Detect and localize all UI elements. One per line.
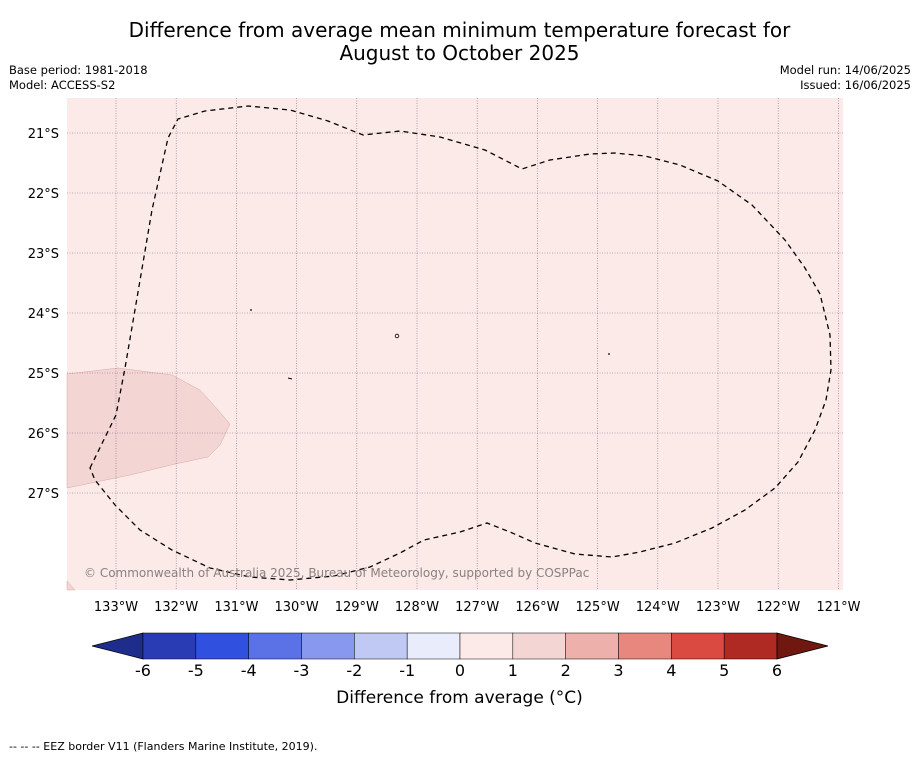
colorbar-tick: -3 [294,661,310,680]
island-marker [250,309,252,311]
colorbar-tick: 3 [613,661,623,680]
colorbar-segment [248,632,302,660]
longitude-label: 133°W [94,600,138,615]
title-line-1: Difference from average mean minimum tem… [128,18,791,42]
footnote-eez: -- -- -- EEZ border V11 (Flanders Marine… [9,740,318,753]
copyright-text: © Commonwealth of Australia 2025, Bureau… [84,566,589,580]
longitude-label: 127°W [455,600,499,615]
title-line-2: August to October 2025 [339,41,580,65]
colorbar-segment [723,632,778,660]
longitude-label: 122°W [756,600,800,615]
colorbar-tick: -5 [188,661,204,680]
colorbar-segment [406,632,461,660]
map-title: Difference from average mean minimum tem… [0,19,919,65]
colorbar [91,632,829,660]
warm-anomaly-corner [66,580,76,591]
latitude-label: 22°S [28,187,59,202]
colorbar-segment [618,632,672,660]
longitude-label: 128°W [395,600,439,615]
colorbar-tick: 6 [772,661,782,680]
eez-border [89,105,832,581]
longitude-label: 125°W [576,600,620,615]
issued-text: Issued: 16/06/2025 [800,78,911,92]
colorbar-tick: -2 [346,661,362,680]
model-run-text: Model run: 14/06/2025 [779,63,911,77]
longitude-label: 121°W [816,600,860,615]
colorbar-tick: -1 [399,661,415,680]
longitude-label: 132°W [154,600,198,615]
longitude-label: 130°W [275,600,319,615]
latitude-label: 23°S [28,247,59,262]
latitude-label: 21°S [28,127,59,142]
latitude-label: 26°S [28,427,59,442]
colorbar-tick: -4 [241,661,257,680]
colorbar-segment [565,632,619,660]
colorbar-extend-high [776,632,829,660]
colorbar-segment [142,632,197,660]
colorbar-tick: -6 [135,661,151,680]
island-marker [608,353,610,355]
latitude-label: 24°S [28,307,59,322]
colorbar-tick: 5 [719,661,729,680]
island-marker [394,333,400,339]
colorbar-tick: 4 [666,661,676,680]
colorbar-segment [512,632,566,660]
map-background [67,98,843,590]
map-grid [67,98,843,590]
longitude-labels: 133°W 132°W 131°W 130°W 129°W 128°W 127°W 126°W… [94,600,861,615]
colorbar-segment [301,632,355,660]
meta-right: Model run: 14/06/2025 Issued: 16/06/2025 [780,63,911,93]
colorbar-label: Difference from average (°C) [336,688,583,708]
colorbar-segment [354,632,408,660]
latitude-label: 27°S [28,487,59,502]
base-period-text: Base period: 1981-2018 [9,63,148,77]
longitude-label: 131°W [214,600,258,615]
model-text: Model: ACCESS-S2 [9,78,116,92]
latitude-labels: 21°S 22°S 23°S 24°S 25°S 26°S 27°S [28,127,59,502]
colorbar-extend-low [91,632,144,660]
warm-anomaly-region [66,367,231,489]
colorbar-tick: 0 [455,661,465,680]
colorbar-segment [195,632,249,660]
colorbar-tick-labels: -6 -5 -4 -3 -2 -1 0 1 2 3 4 5 6 [135,661,782,680]
colorbar-segment [671,632,725,660]
longitude-label: 123°W [696,600,740,615]
colorbar-tick: 1 [508,661,518,680]
meta-left: Base period: 1981-2018 Model: ACCESS-S2 [9,63,148,93]
longitude-label: 126°W [515,600,559,615]
colorbar-tick: 2 [561,661,571,680]
island-marker [287,377,293,380]
longitude-label: 129°W [335,600,379,615]
latitude-label: 25°S [28,367,59,382]
colorbar-segment [459,632,514,660]
longitude-label: 124°W [636,600,680,615]
